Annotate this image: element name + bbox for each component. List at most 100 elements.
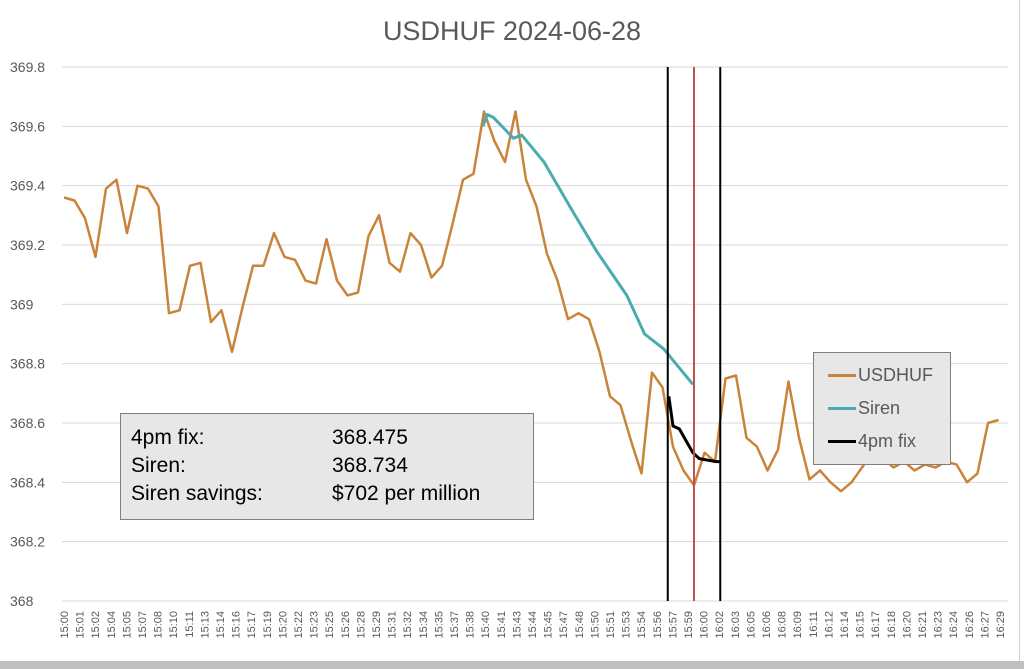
siren-value: 368.734 [332, 454, 408, 477]
fix-window-lines [666, 67, 722, 601]
savings-row: Siren savings: $702 per million [131, 480, 533, 508]
x-tick-label: 15:28 [355, 611, 367, 639]
x-tick-label: 16:21 [917, 611, 929, 639]
x-tick-label: 15:43 [511, 611, 523, 639]
x-tick-label: 15:26 [340, 611, 352, 639]
series-line-4pm-fix [667, 396, 721, 464]
legend-label: Siren [858, 398, 901, 418]
x-tick-label: 15:44 [527, 611, 539, 639]
x-tick-label: 16:03 [730, 611, 742, 639]
x-tick-label: 15:13 [199, 611, 211, 639]
x-tick-label: 15:08 [153, 611, 165, 639]
x-tick-label: 15:51 [605, 611, 617, 639]
x-tick-label: 16:02 [714, 611, 726, 639]
x-tick-label: 15:16 [231, 611, 243, 639]
x-tick-label: 15:01 [75, 611, 87, 639]
x-tick-label: 15:07 [137, 611, 149, 639]
legend-item-fix: 4pm fix [814, 425, 950, 458]
x-tick-label: 16:08 [777, 611, 789, 639]
series-line-siren [481, 113, 695, 386]
x-tick-label: 16:12 [823, 611, 835, 639]
legend-swatch-usdhuf [828, 374, 856, 377]
chart-title: USDHUF 2024-06-28 [383, 16, 641, 46]
x-tick-label: 16:06 [761, 611, 773, 639]
y-tick-label: 369 [10, 296, 34, 312]
x-tick-label: 15:38 [465, 611, 477, 639]
x-tick-label: 15:37 [449, 611, 461, 639]
x-tick-label: 15:10 [168, 611, 180, 639]
x-tick-label: 15:41 [496, 611, 508, 639]
y-tick-label: 368.2 [10, 534, 45, 550]
legend-label: 4pm fix [858, 431, 917, 451]
x-tick-label: 15:31 [387, 611, 399, 639]
x-tick-label: 15:57 [667, 611, 679, 639]
x-tick-label: 15:22 [293, 611, 305, 639]
x-tick-label: 15:47 [558, 611, 570, 639]
x-tick-label: 15:23 [309, 611, 321, 639]
y-tick-label: 368.4 [10, 474, 45, 490]
x-tick-label: 16:15 [855, 611, 867, 639]
x-tick-label: 15:00 [59, 611, 71, 639]
gridlines [62, 66, 1008, 602]
series-line-usdhuf [63, 110, 999, 493]
x-tick-label: 16:00 [699, 611, 711, 639]
x-tick-label: 15:48 [574, 611, 586, 639]
window-right-edge [1019, 0, 1020, 661]
y-tick-label: 368.8 [10, 356, 45, 372]
x-axis-ticks: 15:00 15:01 15:02 15:04 15:05 15:07 15:08 15:10… [59, 611, 1007, 639]
y-axis-ticks: 368 368.2 368.4 368.6 368.8 369 369.2 369.4 369.… [10, 59, 45, 609]
x-tick-label: 16:20 [901, 611, 913, 639]
x-tick-label: 16:26 [964, 611, 976, 639]
x-tick-label: 15:11 [184, 611, 196, 638]
savings-value: $702 per million [332, 482, 481, 505]
x-tick-label: 15:40 [480, 611, 492, 639]
x-tick-label: 16:24 [948, 611, 960, 639]
x-tick-label: 16:27 [979, 611, 991, 639]
x-tick-label: 15:53 [621, 611, 633, 639]
x-tick-label: 15:50 [589, 611, 601, 639]
siren-row: Siren: 368.734 [131, 452, 533, 480]
window-bottom-edge [0, 661, 1024, 669]
x-tick-label: 15:14 [215, 611, 227, 639]
x-tick-label: 16:09 [792, 611, 804, 639]
x-tick-label: 15:04 [106, 611, 118, 639]
x-tick-label: 16:17 [870, 611, 882, 639]
legend-item-usdhuf: USDHUF [814, 359, 950, 392]
x-tick-label: 16:14 [839, 611, 851, 639]
x-tick-label: 16:29 [995, 611, 1007, 639]
fix-summary-box: 4pm fix: 368.475 Siren: 368.734 Siren savi… [120, 413, 534, 520]
x-tick-label: 16:11 [808, 611, 820, 638]
fix-row: 4pm fix: 368.475 [131, 424, 533, 452]
x-tick-label: 15:19 [262, 611, 274, 639]
x-tick-label: 15:34 [418, 611, 430, 639]
y-tick-label: 369.2 [10, 237, 45, 253]
x-tick-label: 15:29 [371, 611, 383, 639]
x-tick-label: 16:23 [933, 611, 945, 639]
fix-value: 368.475 [332, 426, 408, 449]
siren-label: Siren: [131, 454, 186, 477]
legend-item-siren: Siren [814, 392, 950, 425]
x-tick-label: 15:32 [402, 611, 414, 639]
x-tick-label: 16:05 [745, 611, 757, 639]
y-tick-label: 369.8 [10, 59, 45, 75]
x-tick-label: 15:45 [543, 611, 555, 639]
y-tick-label: 368.6 [10, 415, 45, 431]
x-tick-label: 15:20 [277, 611, 289, 639]
legend-swatch-siren [828, 407, 856, 410]
x-tick-label: 15:25 [324, 611, 336, 639]
x-tick-label: 15:59 [683, 611, 695, 639]
y-tick-label: 369.6 [10, 118, 45, 134]
savings-label: Siren savings: [131, 482, 263, 505]
chart-legend: USDHUF Siren 4pm fix [813, 352, 951, 465]
x-tick-label: 15:54 [636, 611, 648, 639]
y-tick-label: 368 [10, 593, 34, 609]
x-tick-label: 16:18 [886, 611, 898, 639]
x-tick-label: 15:02 [90, 611, 102, 639]
x-tick-label: 15:05 [121, 611, 133, 639]
x-tick-label: 15:17 [246, 611, 258, 639]
legend-label: USDHUF [858, 365, 933, 385]
x-tick-label: 15:35 [433, 611, 445, 639]
series-lines [63, 110, 999, 493]
legend-swatch-fix [828, 440, 856, 443]
